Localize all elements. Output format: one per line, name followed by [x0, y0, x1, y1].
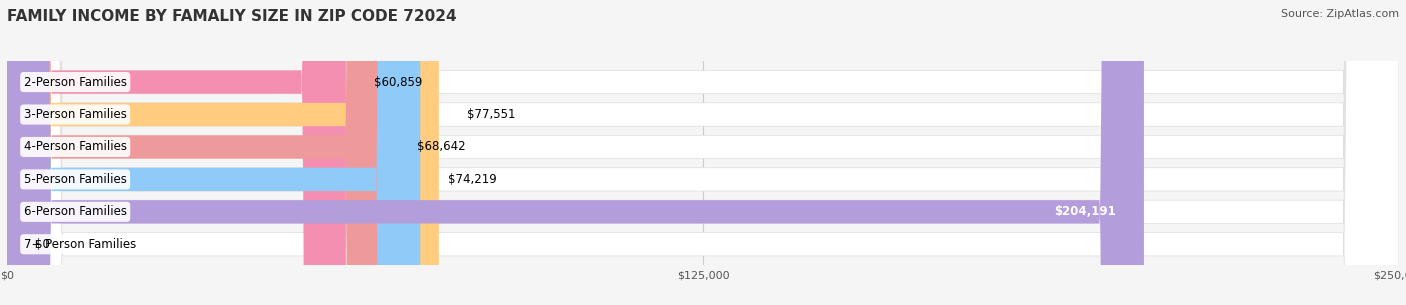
FancyBboxPatch shape [7, 0, 1399, 305]
Text: $68,642: $68,642 [418, 141, 465, 153]
Text: 7+ Person Families: 7+ Person Families [24, 238, 136, 251]
Text: Source: ZipAtlas.com: Source: ZipAtlas.com [1281, 9, 1399, 19]
FancyBboxPatch shape [7, 0, 1399, 305]
FancyBboxPatch shape [7, 0, 1399, 305]
FancyBboxPatch shape [7, 0, 1399, 305]
Text: 4-Person Families: 4-Person Families [24, 141, 127, 153]
Text: $204,191: $204,191 [1054, 205, 1116, 218]
Text: $74,219: $74,219 [449, 173, 496, 186]
Text: $77,551: $77,551 [467, 108, 515, 121]
FancyBboxPatch shape [7, 0, 1144, 305]
Text: 6-Person Families: 6-Person Families [24, 205, 127, 218]
Text: $60,859: $60,859 [374, 76, 422, 88]
FancyBboxPatch shape [7, 0, 1399, 305]
FancyBboxPatch shape [7, 0, 389, 305]
Text: FAMILY INCOME BY FAMALIY SIZE IN ZIP CODE 72024: FAMILY INCOME BY FAMALIY SIZE IN ZIP COD… [7, 9, 457, 24]
FancyBboxPatch shape [7, 0, 439, 305]
FancyBboxPatch shape [7, 0, 420, 305]
Text: $0: $0 [35, 238, 49, 251]
FancyBboxPatch shape [7, 0, 1399, 305]
Text: 5-Person Families: 5-Person Families [24, 173, 127, 186]
FancyBboxPatch shape [7, 0, 346, 305]
Text: 2-Person Families: 2-Person Families [24, 76, 127, 88]
Text: 3-Person Families: 3-Person Families [24, 108, 127, 121]
